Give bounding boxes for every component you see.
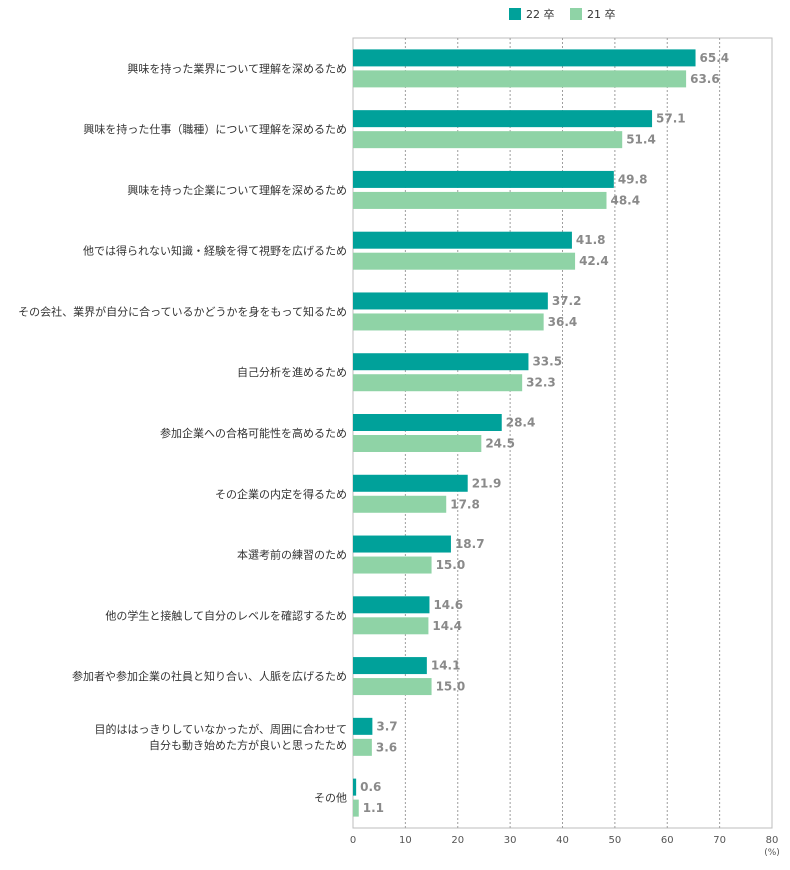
category-label-line: 興味を持った業界について理解を深めるため bbox=[127, 61, 347, 75]
bar-series1 bbox=[353, 353, 529, 371]
bar-series2 bbox=[353, 435, 482, 452]
data-label: 42.4 bbox=[579, 254, 609, 268]
plot-area: 0 10 20 30 40 50 60 70 80 (%) 65.4 63.6 興味を持った業界について… bbox=[18, 37, 780, 858]
category-label: 参加者や参加企業の社員と知り合い、人脈を広げるため bbox=[72, 669, 347, 683]
data-label: 21.9 bbox=[472, 476, 502, 490]
data-label: 41.8 bbox=[576, 233, 606, 247]
data-label: 32.3 bbox=[526, 376, 556, 390]
data-label: 28.4 bbox=[506, 416, 536, 430]
category-label: 他の学生と接触して自分のレベルを確認するため bbox=[105, 608, 347, 622]
category-label-line: 参加企業への合格可能性を高めるため bbox=[160, 426, 347, 440]
category-label-line: その他 bbox=[314, 792, 347, 805]
bar-series2 bbox=[353, 556, 432, 574]
data-label: 17.8 bbox=[450, 497, 480, 511]
x-tick-label: 30 bbox=[504, 835, 517, 846]
bar-series2 bbox=[353, 313, 544, 331]
bar-series2 bbox=[353, 495, 447, 513]
x-tick-label: 40 bbox=[556, 835, 569, 846]
category-label: 参加企業への合格可能性を高めるため bbox=[160, 426, 347, 440]
data-label: 63.6 bbox=[690, 72, 720, 86]
category-label: 本選考前の練習のため bbox=[237, 548, 347, 562]
bar-series1 bbox=[353, 535, 451, 553]
data-label: 14.1 bbox=[431, 659, 461, 673]
category-label-line: その企業の内定を得るため bbox=[215, 487, 347, 501]
category-label-line: 目的ははっきりしていなかったが、周囲に合わせて bbox=[95, 722, 347, 736]
category-label-line: その会社、業界が自分に合っているかどうかを身をもって知るため bbox=[18, 304, 347, 318]
data-label: 15.0 bbox=[436, 680, 466, 694]
data-label: 49.8 bbox=[618, 172, 648, 186]
legend: 22 卒 21 卒 bbox=[509, 7, 616, 21]
data-label: 65.4 bbox=[700, 51, 730, 65]
bar-series1 bbox=[353, 717, 373, 735]
bar-series2 bbox=[353, 617, 429, 635]
bar-series1 bbox=[353, 778, 357, 796]
category-label-line: 興味を持った企業について理解を深めるため bbox=[127, 183, 347, 197]
category-label: 興味を持った業界について理解を深めるため bbox=[127, 61, 347, 75]
data-label: 15.0 bbox=[436, 558, 466, 572]
data-label: 1.1 bbox=[363, 801, 384, 815]
bar-series2 bbox=[353, 374, 523, 392]
legend-label: 21 卒 bbox=[587, 7, 616, 21]
category-label: 興味を持った仕事（職種）について理解を深めるため bbox=[83, 122, 347, 136]
data-label: 3.7 bbox=[376, 719, 397, 733]
category-label-line: 自己分析を進めるため bbox=[237, 365, 347, 379]
bar-series2 bbox=[353, 191, 607, 209]
data-label: 36.4 bbox=[548, 315, 578, 329]
category-label-line: 参加者や参加企業の社員と知り合い、人脈を広げるため bbox=[72, 669, 347, 683]
data-label: 57.1 bbox=[656, 112, 686, 126]
category-label-line: 興味を持った仕事（職種）について理解を深めるため bbox=[83, 122, 347, 136]
bar-series2 bbox=[353, 70, 687, 88]
bar-series1 bbox=[353, 292, 548, 310]
bar-series1 bbox=[353, 414, 502, 431]
x-unit-label: (%) bbox=[764, 848, 780, 858]
category-label: 自己分析を進めるため bbox=[237, 365, 347, 379]
x-tick-label: 60 bbox=[661, 835, 674, 846]
x-tick-label: 20 bbox=[451, 835, 464, 846]
category-label: その会社、業界が自分に合っているかどうかを身をもって知るため bbox=[18, 304, 347, 318]
bar-series2 bbox=[353, 738, 372, 756]
data-label: 37.2 bbox=[552, 294, 582, 308]
data-label: 51.4 bbox=[626, 133, 656, 147]
category-label: その企業の内定を得るため bbox=[215, 487, 347, 501]
category-label: 興味を持った企業について理解を深めるため bbox=[127, 183, 347, 197]
bar-series1 bbox=[353, 49, 696, 67]
x-tick-label: 0 bbox=[350, 835, 356, 846]
bar-series1 bbox=[353, 170, 614, 188]
x-tick-label: 50 bbox=[609, 835, 622, 846]
plot-frame bbox=[352, 37, 773, 829]
category-label: 目的ははっきりしていなかったが、周囲に合わせて自分も動き始めた方が良いと思ったた… bbox=[95, 722, 347, 752]
bar-series2 bbox=[353, 799, 359, 817]
bar-series2 bbox=[353, 678, 432, 696]
x-tick-label: 10 bbox=[399, 835, 412, 846]
bar-series2 bbox=[353, 131, 623, 149]
category-label-line: 他の学生と接触して自分のレベルを確認するため bbox=[105, 608, 347, 622]
category-label: 他では得られない知識・経験を得て視野を広げるため bbox=[83, 244, 347, 258]
data-label: 3.6 bbox=[376, 740, 397, 754]
data-label: 33.5 bbox=[532, 355, 562, 369]
legend-label: 22 卒 bbox=[526, 7, 555, 21]
data-label: 48.4 bbox=[610, 193, 640, 207]
data-label: 0.6 bbox=[360, 780, 381, 794]
bar-series1 bbox=[353, 474, 468, 492]
bar-series1 bbox=[353, 657, 427, 675]
bar-series1 bbox=[353, 231, 572, 249]
bar-series1 bbox=[353, 596, 430, 614]
category-label: その他 bbox=[314, 792, 347, 805]
legend-swatch bbox=[509, 8, 521, 20]
data-label: 14.6 bbox=[433, 598, 463, 612]
bar-series1 bbox=[353, 110, 653, 128]
data-label: 14.4 bbox=[432, 619, 462, 633]
category-label-line: 自分も動き始めた方が良いと思ったため bbox=[149, 738, 347, 752]
x-tick-label: 70 bbox=[713, 835, 726, 846]
category-label-line: 他では得られない知識・経験を得て視野を広げるため bbox=[83, 244, 347, 258]
x-tick-label: 80 bbox=[766, 835, 779, 846]
data-label: 24.5 bbox=[485, 437, 515, 451]
data-label: 18.7 bbox=[455, 537, 485, 551]
legend-swatch bbox=[570, 8, 582, 20]
bar-series2 bbox=[353, 252, 576, 270]
category-label-line: 本選考前の練習のため bbox=[237, 548, 347, 562]
